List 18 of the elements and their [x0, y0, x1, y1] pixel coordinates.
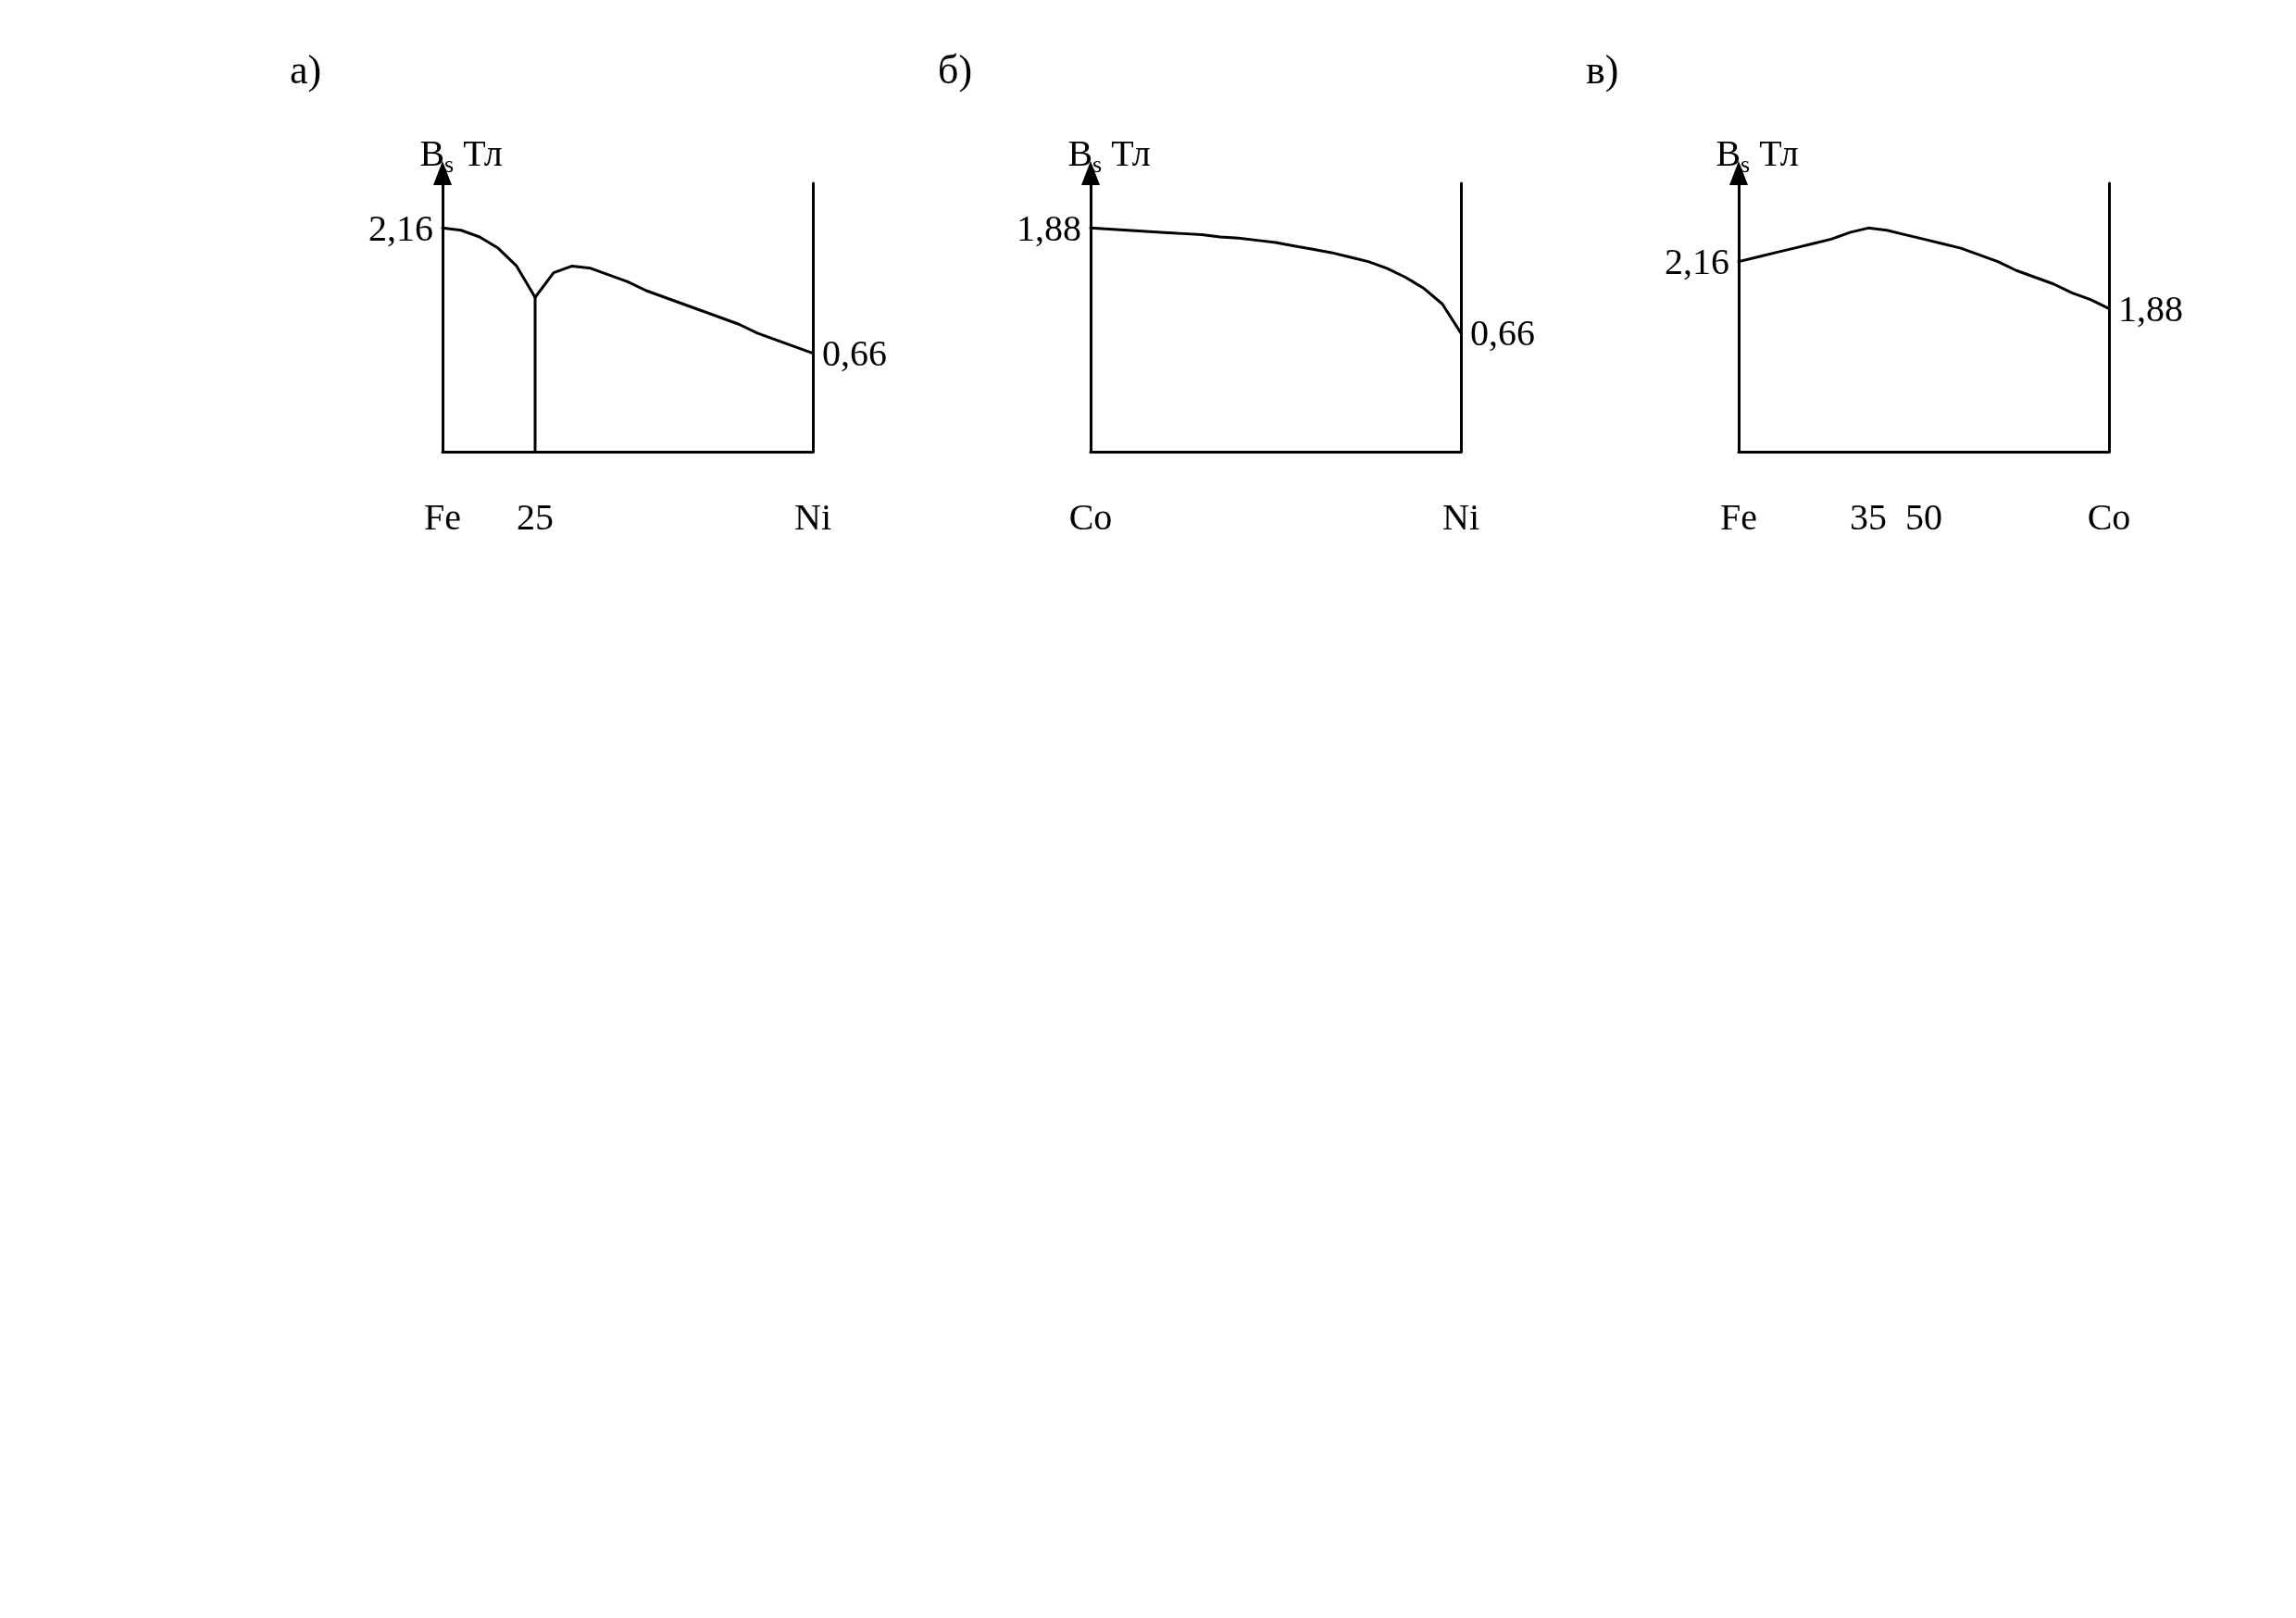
annotation: 1,88	[2118, 287, 2183, 330]
x-tick-label: Co	[2087, 495, 2131, 538]
x-tick-label: Fe	[424, 495, 461, 538]
annotation: 2,16	[1665, 241, 1729, 283]
x-tick-label: 25	[517, 495, 554, 538]
x-tick-label: 50	[1905, 495, 1942, 538]
chart-title: а)	[290, 46, 322, 93]
x-tick-label: 35	[1850, 495, 1887, 538]
x-tick-label: Co	[1068, 495, 1113, 538]
chart-title: в)	[1586, 46, 1619, 93]
annotation: 2,16	[368, 206, 433, 249]
chart-title: б)	[938, 46, 973, 93]
x-tick-label: Ni	[1442, 495, 1479, 538]
annotation: 0,66	[822, 332, 887, 375]
x-tick-label: Ni	[794, 495, 831, 538]
annotation: 0,66	[1470, 312, 1535, 355]
annotation: 1,88	[1017, 206, 1081, 249]
x-tick-label: Fe	[1720, 495, 1757, 538]
